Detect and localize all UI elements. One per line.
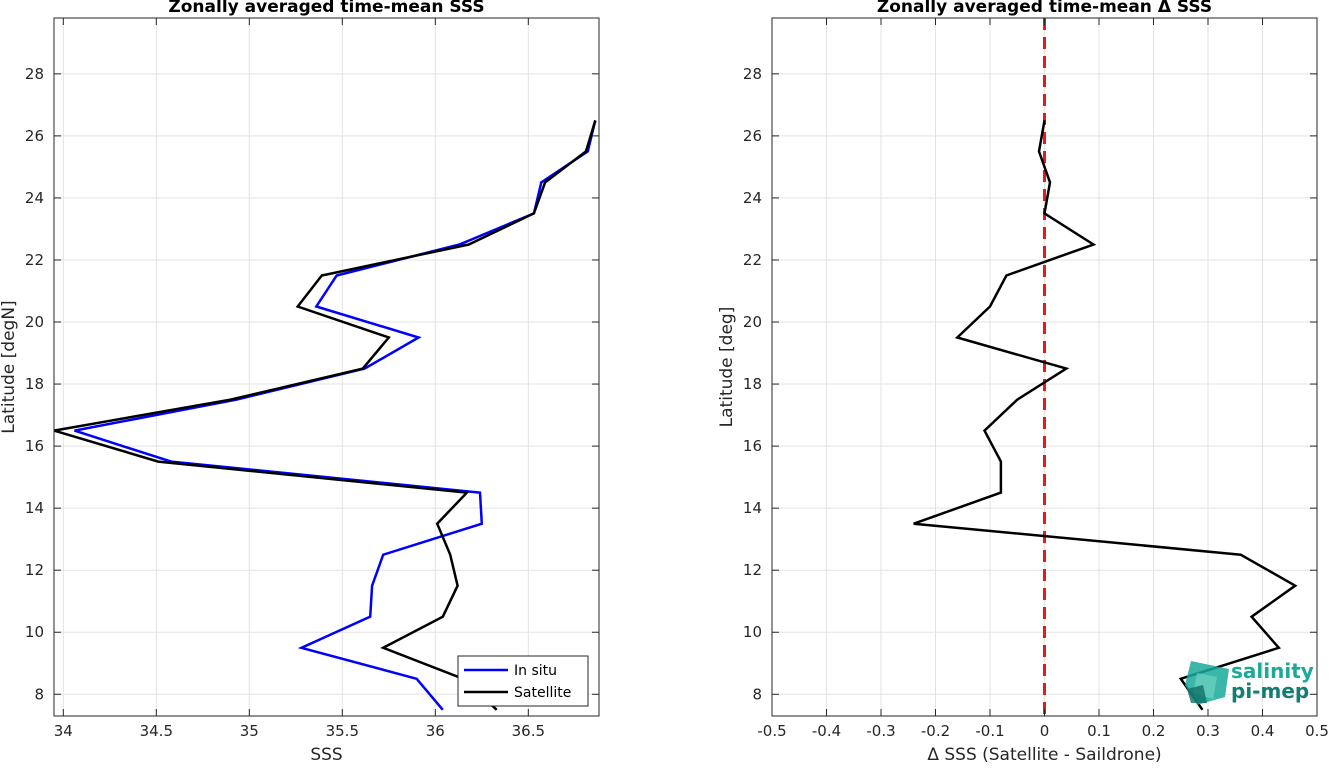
delta-series-line [913,120,1298,711]
x-tick-label: 35.5 [326,722,359,740]
y-tick-label: 18 [25,375,44,393]
legend-box [457,655,589,707]
x-tick-label: 0.2 [1142,722,1166,740]
delta-sss-chart: -0.5 -0.4 -0.3 -0.2 -0.1 0 0.1 0.2 0.3 0.4 0.5 8 10 1… [717,0,1329,765]
x-tick-label: 36.5 [512,722,545,740]
y-tick-label: 22 [25,251,44,269]
y-tick-label: 26 [25,127,44,145]
x-tick-label: -0.5 [757,722,786,740]
y-tick-label: 16 [743,437,762,455]
chart-title: Zonally averaged time-mean SSS [168,0,484,17]
y-tick-label: 20 [743,313,762,331]
y-tick-label: 12 [743,561,762,579]
legend-entry-label: Satellite [514,685,571,701]
x-tick-label: 0.1 [1087,722,1111,740]
y-tick-label: 8 [34,685,44,703]
legend-entry-label: In situ [514,663,557,679]
satellite-series-line [53,120,597,711]
x-tick-label: 0.4 [1251,722,1275,740]
y-tick-label: 28 [25,65,44,83]
x-tick-label: 34 [54,722,73,740]
y-tick-label: 16 [25,437,44,455]
logo-line2: pi-mep [1231,679,1309,703]
x-tick-label: 36 [426,722,445,740]
sss-chart: 34 34.5 35 35.5 36 36.5 8 10 12 14 16 18 20 22 24 26 28 Z… [0,0,600,765]
x-tick-label: 34.5 [140,722,173,740]
y-tick-label: 20 [25,313,44,331]
salinity-pimep-logo: salinity pi-mep [1185,659,1314,705]
x-tick-label: 35 [240,722,259,740]
y-axis-label: Latitude [deg] [717,307,737,428]
y-tick-label: 24 [25,189,44,207]
y-tick-label: 24 [743,189,762,207]
plot-area [54,18,599,716]
axes-box [53,17,600,717]
logo-line1: salinity [1231,659,1314,683]
x-axis-label: SSS [310,745,342,765]
x-tick-label: -0.4 [812,722,841,740]
legend: In situ Satellite [457,655,589,707]
y-tick-label: 8 [752,685,762,703]
y-tick-label: 12 [25,561,44,579]
y-tick-label: 22 [743,251,762,269]
x-tick-label: 0 [1040,722,1050,740]
y-tick-label: 18 [743,375,762,393]
y-tick-label: 26 [743,127,762,145]
chart-title: Zonally averaged time-mean Δ SSS [877,0,1212,17]
y-tick-label: 14 [743,499,762,517]
y-axis-label: Latitude [degN] [0,300,19,433]
y-tick-label: 10 [743,623,762,641]
x-tick-label: 0.3 [1196,722,1220,740]
x-tick-label: -0.1 [975,722,1004,740]
x-tick-label: -0.3 [866,722,895,740]
x-tick-label: -0.2 [921,722,950,740]
y-tick-label: 28 [743,65,762,83]
x-tick-label: 0.5 [1305,722,1329,740]
x-axis-label: Δ SSS (Satellite - Saildrone) [927,745,1161,765]
y-tick-label: 10 [25,623,44,641]
y-tick-label: 14 [25,499,44,517]
